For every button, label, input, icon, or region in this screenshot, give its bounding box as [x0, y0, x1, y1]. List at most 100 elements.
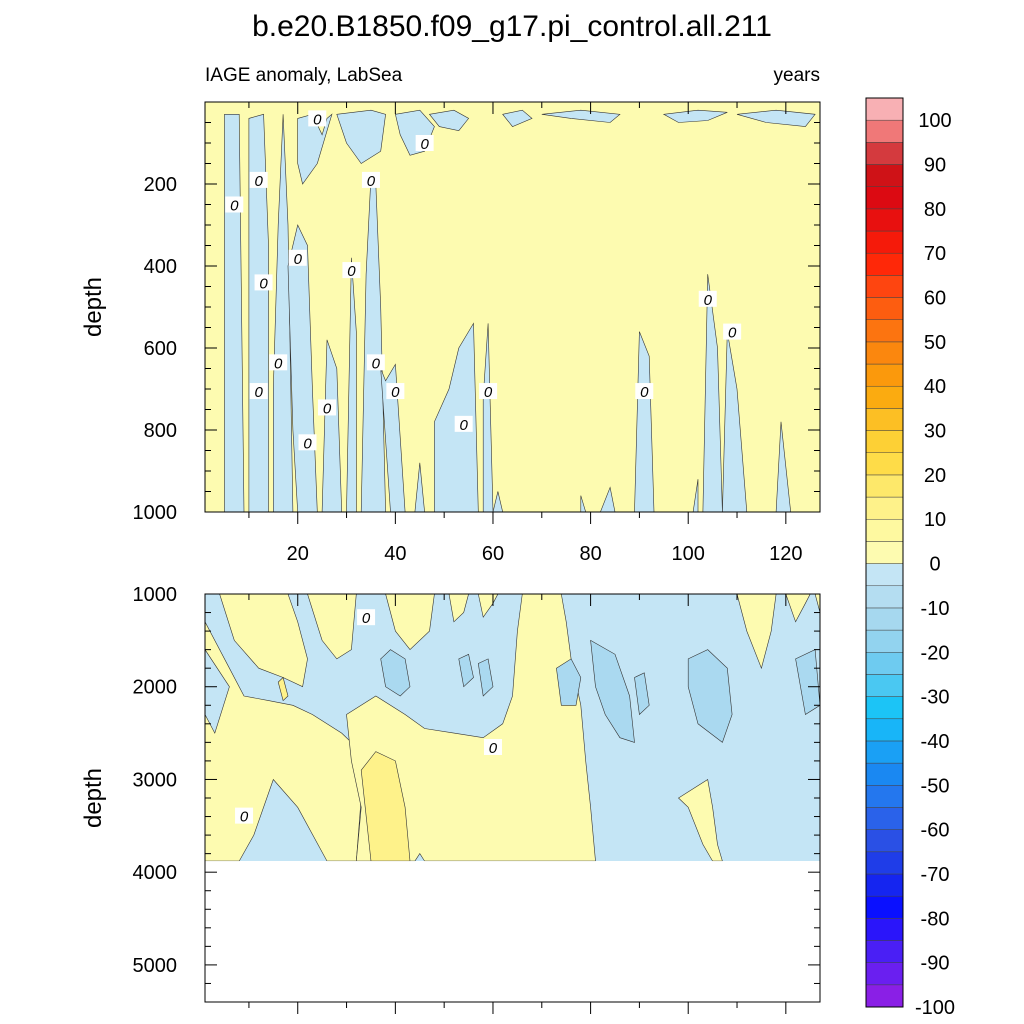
top-negative-region-11 — [428, 109, 470, 132]
bottom-ytick-label-4: 5000 — [133, 955, 178, 977]
colorbar-swatch-40 — [865, 97, 904, 121]
bottom-no-data-area — [205, 861, 820, 1002]
colorbar-swatch-14 — [865, 674, 904, 697]
colorbar-swatch-11 — [865, 740, 904, 764]
colorbar-swatch-10 — [865, 762, 904, 786]
colorbar-label-20: -100 — [915, 997, 955, 1019]
top-contour-label-box-14 — [479, 383, 498, 400]
top-contour-label-12: 0 — [255, 384, 264, 401]
top-contour-label-box-4 — [225, 196, 244, 213]
bottom-contour-label-box-2 — [235, 807, 254, 824]
colorbar-swatch-20 — [865, 541, 904, 564]
bottom-deep-negative-region-3 — [556, 658, 582, 706]
colorbar-swatch-21 — [865, 518, 904, 542]
colorbar-swatch-1 — [865, 962, 904, 986]
colorbar-label-11: -10 — [921, 598, 950, 620]
colorbar-swatch-13 — [865, 696, 904, 720]
colorbar-label-17: -70 — [921, 864, 950, 886]
bottom-contour-label-2: 0 — [240, 809, 249, 826]
chart-title: b.e20.B1850.f09_g17.pi_control.all.211 — [252, 10, 772, 43]
bottom-ytick-label-0: 1000 — [133, 584, 178, 606]
bottom-ytick-label-3: 4000 — [133, 862, 178, 884]
top-ytick-label-2: 600 — [144, 338, 177, 360]
top-contour-label-7: 0 — [259, 275, 268, 292]
top-contour-label-3: 0 — [367, 173, 376, 190]
colorbar-swatch-7 — [865, 829, 904, 853]
colorbar-swatch-39 — [865, 119, 904, 143]
colorbar-swatch-0 — [865, 984, 904, 1008]
bottom-deep-negative-region-2 — [477, 658, 494, 697]
top-ytick-label-1: 400 — [144, 256, 177, 278]
top-contour-label-box-16 — [318, 399, 337, 416]
colorbar-swatch-17 — [865, 607, 904, 631]
top-ytick-label-0: 200 — [144, 174, 177, 196]
colorbar-label-10: 0 — [929, 554, 940, 576]
bottom-contour-label-box-0 — [357, 609, 376, 626]
colorbar-label-3: 70 — [924, 243, 946, 265]
colorbar-swatch-30 — [865, 319, 904, 343]
colorbar-swatch-24 — [865, 452, 904, 476]
subtitle-right: years — [774, 65, 820, 86]
colorbar-label-5: 50 — [924, 332, 946, 354]
bottom-small-positive-region-0 — [277, 676, 289, 702]
colorbar-swatch-19 — [865, 563, 904, 587]
bottom-deep-negative-region-4 — [590, 639, 635, 743]
colorbar-swatch-3 — [865, 918, 904, 941]
colorbar-label-2: 80 — [924, 199, 946, 221]
top-contour-label-box-6 — [342, 262, 361, 279]
colorbar-swatch-35 — [865, 208, 904, 232]
top-contour-label-box-1 — [415, 135, 434, 151]
colorbar-swatch-33 — [865, 252, 904, 276]
colorbar-swatch-27 — [865, 385, 904, 409]
colorbar-label-14: -40 — [921, 731, 950, 753]
top-contour-label-4: 0 — [230, 198, 239, 215]
bottom-ylabel: depth — [80, 768, 107, 828]
colorbar-label-0: 100 — [918, 110, 951, 132]
colorbar-swatch-32 — [865, 275, 904, 298]
top-contour-label-0: 0 — [313, 111, 322, 128]
colorbar-swatch-5 — [865, 873, 904, 897]
top-contour-label-17: 0 — [460, 417, 469, 434]
bottom-contour-label-box-1 — [483, 739, 502, 755]
top-xtick-label-5: 120 — [769, 543, 802, 565]
top-ylabel: depth — [80, 277, 107, 337]
colorbar-label-8: 20 — [924, 465, 946, 487]
colorbar-label-16: -60 — [921, 820, 950, 842]
top-contour-label-box-15 — [635, 383, 654, 400]
colorbar-swatch-15 — [865, 652, 904, 675]
top-contour-label-box-12 — [249, 383, 268, 400]
colorbar-swatch-25 — [865, 430, 904, 453]
top-contour-label-box-10 — [269, 354, 288, 371]
colorbar-swatch-8 — [865, 807, 904, 830]
top-contour-label-14: 0 — [484, 384, 493, 401]
bottom-positive-region-7 — [678, 779, 723, 862]
bottom-ytick-label-1: 2000 — [133, 677, 178, 699]
bottom-positive-region-1 — [219, 593, 308, 688]
colorbar-swatch-9 — [865, 785, 904, 808]
top-contour-label-box-5 — [288, 249, 307, 266]
colorbar-frame — [865, 97, 904, 1008]
colorbar-label-9: 10 — [924, 509, 946, 531]
colorbar-swatch-22 — [865, 496, 904, 520]
top-contour-label-8: 0 — [704, 292, 713, 309]
colorbar: 1009080706050403020100-10-20-30-40-50-60… — [865, 97, 955, 1019]
bottom-deep-negative-region-6 — [687, 649, 733, 743]
colorbar-swatch-36 — [865, 186, 904, 210]
colorbar-swatch-2 — [865, 940, 904, 963]
colorbar-swatch-23 — [865, 474, 904, 498]
colorbar-swatch-26 — [865, 408, 904, 431]
top-contour-label-6: 0 — [347, 263, 356, 280]
colorbar-swatch-6 — [865, 851, 904, 875]
top-negative-region-25 — [662, 109, 728, 123]
top-ytick-label-4: 1000 — [133, 502, 178, 524]
top-contour-label-5: 0 — [294, 251, 303, 268]
top-contour-label-box-3 — [361, 171, 380, 188]
colorbar-label-19: -90 — [921, 953, 950, 975]
top-negative-region-9 — [336, 109, 386, 164]
colorbar-label-6: 40 — [924, 376, 946, 398]
colorbar-label-4: 60 — [924, 288, 946, 310]
colorbar-swatch-31 — [865, 297, 904, 320]
bottom-deep-negative-region-0 — [380, 649, 411, 697]
colorbar-label-12: -20 — [921, 642, 950, 664]
